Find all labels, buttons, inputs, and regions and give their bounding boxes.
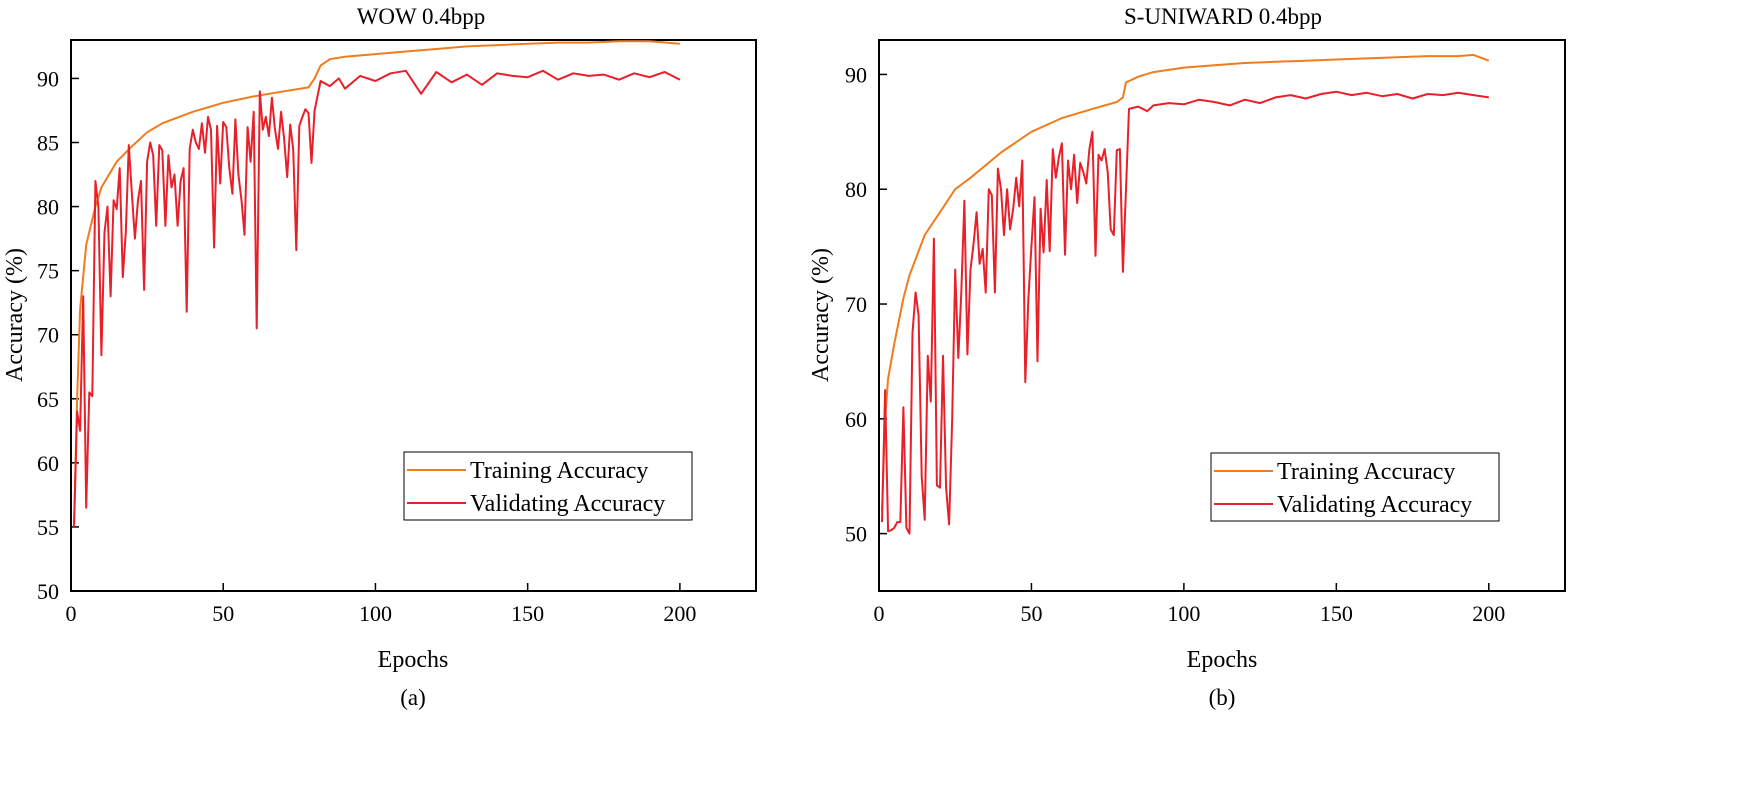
y-axis-ticks: 50 60 70 80 90: [845, 62, 887, 547]
x-tick-label: 100: [359, 601, 392, 626]
legend-label-validating: Validating Accuracy: [470, 491, 665, 517]
y-tick-label: 90: [845, 62, 867, 87]
x-tick-label: 0: [66, 601, 77, 626]
y-axis-label: Accuracy (%): [2, 248, 28, 382]
plot-frame: [878, 39, 1566, 592]
y-tick-label: 70: [37, 323, 59, 348]
y-tick-label: 80: [845, 177, 867, 202]
panel-caption: (b): [1209, 685, 1236, 710]
legend-box: [403, 451, 693, 521]
x-tick-label: 200: [663, 601, 696, 626]
chart-title: S-UNIWARD 0.4bpp: [1124, 4, 1322, 29]
x-axis-ticks: 0 50 100 150 200: [874, 583, 1505, 626]
x-axis-label: Epochs: [1187, 647, 1258, 673]
series-line-validating: [881, 90, 1489, 535]
y-tick-label: 75: [37, 259, 59, 284]
chart-panel-a: WOW 0.4bpp 0 50 100 150 200 50 55 60 65 70 75 80 85…: [2, 4, 757, 710]
y-tick-label: 80: [37, 195, 59, 220]
y-axis-label: Accuracy (%): [808, 248, 834, 382]
x-tick-label: 0: [874, 601, 885, 626]
y-tick-label: 50: [37, 579, 59, 604]
series-lines: [881, 53, 1490, 535]
x-tick-label: 100: [1167, 601, 1200, 626]
legend: Training Accuracy Validating Accuracy: [1210, 452, 1500, 522]
y-tick-label: 60: [845, 407, 867, 432]
chart-title: WOW 0.4bpp: [357, 4, 486, 29]
x-tick-label: 150: [511, 601, 544, 626]
y-tick-label: 85: [37, 131, 59, 156]
y-tick-label: 60: [37, 451, 59, 476]
x-axis-label: Epochs: [378, 647, 449, 673]
x-tick-label: 150: [1320, 601, 1353, 626]
series-lines: [73, 40, 681, 527]
y-tick-label: 50: [845, 522, 867, 547]
y-tick-label: 65: [37, 387, 59, 412]
series-line-validating: [73, 69, 681, 527]
plot-frame: [70, 39, 757, 592]
x-tick-label: 50: [212, 601, 234, 626]
series-line-training: [73, 40, 680, 527]
series-line-training: [881, 53, 1490, 511]
y-tick-label: 55: [37, 515, 59, 540]
legend-label-training: Training Accuracy: [1277, 459, 1455, 485]
y-tick-label: 90: [37, 66, 59, 91]
legend-label-training: Training Accuracy: [470, 458, 648, 484]
y-tick-label: 70: [845, 292, 867, 317]
legend-box: [1210, 452, 1500, 522]
chart-panel-b: S-UNIWARD 0.4bpp 0 50 100 150 200 50 60 70 80 90…: [808, 4, 1566, 710]
legend: Training Accuracy Validating Accuracy: [403, 451, 693, 521]
x-axis-ticks: 0 50 100 150 200: [66, 583, 696, 626]
legend-label-validating: Validating Accuracy: [1277, 492, 1472, 518]
x-tick-label: 50: [1020, 601, 1042, 626]
panel-caption: (a): [400, 685, 426, 710]
x-tick-label: 200: [1472, 601, 1505, 626]
y-axis-ticks: 50 55 60 65 70 75 80 85 90: [37, 66, 79, 604]
